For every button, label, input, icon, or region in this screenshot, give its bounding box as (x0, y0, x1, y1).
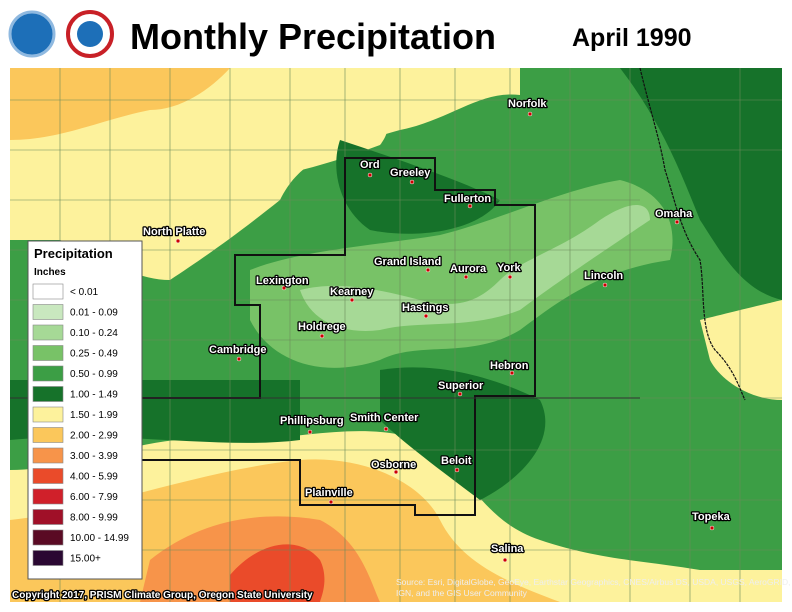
city-label: North Platte (143, 226, 205, 238)
city-label: Superior (438, 380, 484, 392)
city-label: Smith Center (350, 412, 419, 424)
city-label: Beloit (441, 455, 472, 467)
city-label: Greeley (390, 167, 431, 179)
city-dot (281, 285, 287, 291)
source-line: Source: Esri, DigitalGlobe, GeoEye, Eart… (396, 577, 790, 587)
city-dot (383, 426, 389, 432)
city-dot (527, 111, 533, 117)
legend-swatch (32, 324, 64, 341)
city-dot (467, 203, 473, 209)
dry-region (700, 300, 782, 400)
date: April 1990 (572, 24, 692, 52)
wet-region (230, 544, 325, 602)
city-dot (393, 469, 399, 475)
district-boundary (139, 157, 536, 516)
legend-title: Precipitation (34, 246, 113, 261)
city-dot (236, 356, 242, 362)
city-label: Lincoln (584, 270, 623, 282)
city-label: Cambridge (209, 344, 266, 356)
dry-region (10, 68, 230, 140)
city-dot (367, 172, 373, 178)
dry-region (230, 99, 388, 180)
legend-swatch (32, 345, 64, 361)
city-label: Norfolk (508, 98, 547, 110)
city-label: Fullerton (444, 193, 491, 205)
legend-label: 0.01 - 0.09 (70, 308, 118, 319)
nws-logo-inner (77, 21, 103, 47)
city-label: Hastings (402, 302, 448, 314)
city-dot (175, 238, 181, 244)
city-label: Omaha (655, 208, 693, 220)
city-label: Salina (491, 543, 524, 555)
legend-swatch (32, 427, 64, 443)
wet-region (380, 367, 546, 500)
city-dot (425, 267, 431, 273)
city-dot (509, 370, 515, 376)
header-band (0, 0, 792, 68)
legend-label: 6.00 - 7.99 (70, 492, 118, 503)
city-dot (507, 274, 513, 280)
legend-label: 2.00 - 2.99 (70, 431, 118, 442)
city-label: Phillipsburg (280, 415, 344, 427)
city-dot (463, 274, 469, 280)
legend-swatch (32, 406, 64, 423)
legend-swatch (32, 509, 64, 525)
city-dot (307, 429, 313, 435)
legend-swatch (32, 468, 64, 484)
legend-label: 4.00 - 5.99 (70, 472, 118, 483)
city-label: Kearney (330, 286, 374, 298)
city-dot (328, 499, 334, 505)
city-dot (457, 391, 463, 397)
legend-label: 1.00 - 1.49 (70, 390, 118, 401)
legend-label: 0.50 - 0.99 (70, 369, 118, 380)
legend-unit: Inches (34, 267, 66, 278)
city-dot (602, 282, 608, 288)
city-label: Plainville (305, 487, 353, 499)
legend-label: 3.00 - 3.99 (70, 451, 118, 462)
state-border (639, 67, 746, 401)
city-label: York (497, 262, 522, 274)
legend-swatch (32, 304, 64, 320)
legend-swatch (32, 550, 64, 566)
city-dot (674, 219, 680, 225)
wet-region (336, 140, 500, 234)
legend-swatch (32, 283, 64, 300)
city-dot (319, 333, 325, 339)
legend-label: < 0.01 (70, 287, 99, 298)
city-dot (409, 179, 415, 185)
city-label: Holdrege (298, 321, 346, 333)
city-dot (502, 557, 508, 563)
legend-label: 8.00 - 9.99 (70, 513, 118, 524)
source-line: IGN, and the GIS User Community (396, 588, 528, 598)
copyright: Copyright 2017, PRISM Climate Group, Ore… (12, 590, 313, 601)
legend-swatch (32, 529, 64, 546)
legend-label: 1.50 - 1.99 (70, 410, 118, 421)
city-dot (349, 297, 355, 303)
city-dot (709, 525, 715, 531)
legend-label: 10.00 - 14.99 (70, 533, 129, 544)
legend-label: 15.00+ (70, 554, 101, 565)
city-label: Topeka (692, 511, 731, 523)
legend: Precipitation Inches < 0.01 0.01 - 0.09 0.… (27, 240, 143, 580)
legend-swatch (32, 488, 64, 505)
city-label: Aurora (450, 263, 487, 275)
city-label: Ord (360, 159, 380, 171)
title: Monthly Precipitation (130, 16, 496, 57)
city-label: Lexington (256, 275, 309, 287)
city-dot (423, 313, 429, 319)
city-label: Grand Island (374, 256, 441, 268)
city-label: Hebron (490, 360, 529, 372)
legend-swatch (32, 365, 64, 382)
moist-region (300, 205, 650, 331)
noaa-logo (8, 10, 56, 58)
city-dot (454, 467, 460, 473)
legend-swatch (32, 447, 64, 464)
legend-label: 0.10 - 0.24 (70, 328, 118, 339)
wet-region (620, 68, 782, 300)
city-label: Osborne (371, 459, 416, 471)
legend-label: 0.25 - 0.49 (70, 349, 118, 360)
legend-swatch (32, 386, 64, 402)
city-labels: Norfolk Ord Greeley Fullerton North Platte Om… (142, 97, 732, 563)
